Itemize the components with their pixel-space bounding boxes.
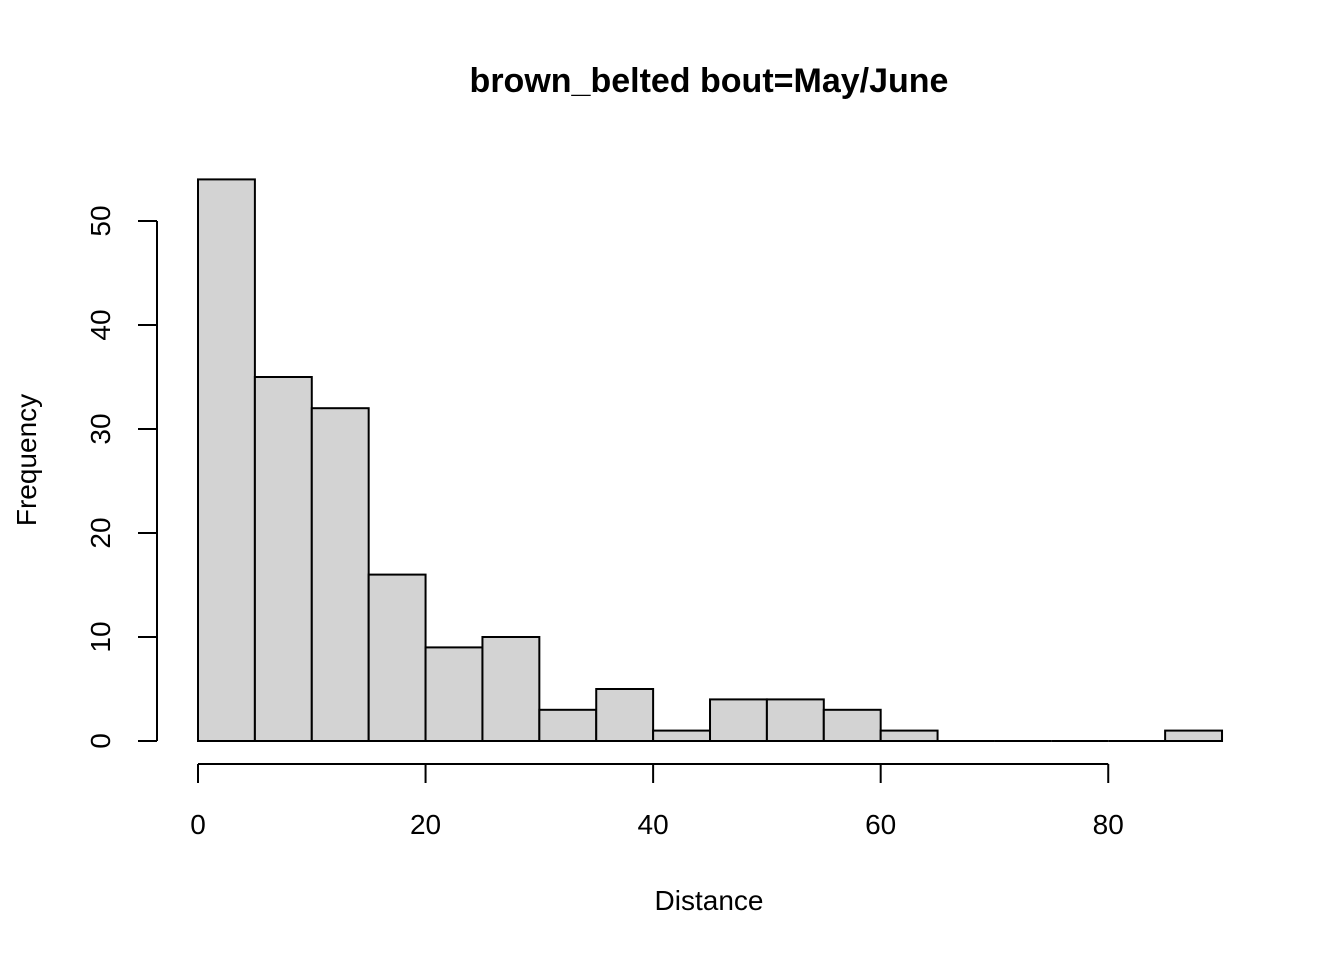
y-axis: 0 10 20 30 40 50 <box>85 205 158 749</box>
x-axis: 0 20 40 60 80 <box>190 763 1124 840</box>
histogram-bar <box>595 688 655 742</box>
chart-title: brown_belted bout=May/June <box>470 62 949 100</box>
histogram-bar <box>481 636 541 742</box>
x-axis-label: Distance <box>655 885 764 916</box>
histogram-bar <box>765 698 825 743</box>
y-tick-label: 30 <box>85 413 116 444</box>
histogram-bar <box>367 573 427 742</box>
y-tick-label: 20 <box>85 517 116 548</box>
histogram-bar <box>424 646 484 743</box>
x-tick-label: 80 <box>1093 809 1124 840</box>
y-tick-label: 10 <box>85 621 116 652</box>
histogram-bar <box>538 708 598 742</box>
histogram-bar <box>822 708 882 742</box>
bars-group <box>197 178 1224 743</box>
y-tick-label: 40 <box>85 309 116 340</box>
histogram-bar <box>253 376 313 742</box>
histogram-bar <box>709 698 768 743</box>
y-tick-label: 0 <box>85 733 116 749</box>
x-tick-label: 60 <box>865 809 896 840</box>
histogram-bar <box>310 407 370 742</box>
x-tick-label: 0 <box>190 809 206 840</box>
histogram-bar <box>197 178 256 742</box>
histogram-bar <box>1164 729 1224 742</box>
y-tick-label: 50 <box>85 205 116 236</box>
histogram-bar <box>652 729 712 742</box>
histogram-bar <box>879 729 939 742</box>
x-tick-label: 40 <box>638 809 669 840</box>
y-axis-label: Frequency <box>11 394 42 526</box>
x-tick-label: 20 <box>410 809 441 840</box>
